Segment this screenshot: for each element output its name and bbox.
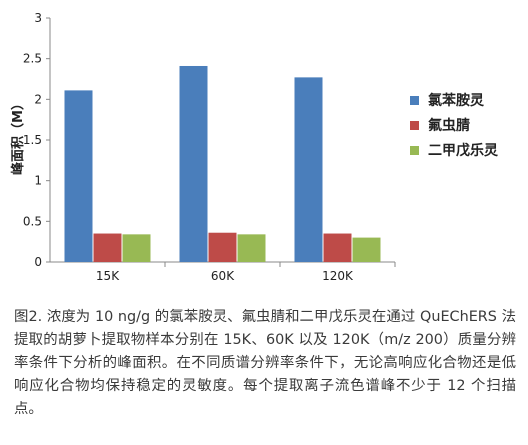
y-tick-label: 2.5	[23, 52, 42, 66]
x-tick-label: 15K	[96, 269, 120, 283]
bar	[352, 237, 381, 262]
figure-caption: 图2. 浓度为 10 ng/g 的氯苯胺灵、氟虫腈和二甲戊乐灵在通过 QuECh…	[14, 309, 516, 417]
bar	[122, 234, 151, 262]
bar	[179, 65, 208, 262]
bar	[294, 77, 323, 262]
y-tick-label: 0	[34, 255, 42, 269]
x-tick-label: 120K	[322, 269, 354, 283]
bar	[323, 233, 352, 262]
legend-label: 二甲戊乐灵	[428, 142, 499, 159]
legend-swatch	[410, 146, 419, 155]
bar	[64, 90, 93, 263]
y-tick-labels: 0 0.5 1 1.5 2 2.5 3	[23, 11, 50, 269]
bars	[64, 65, 381, 263]
chart-axes	[49, 18, 395, 263]
y-tick-label: 1	[34, 174, 42, 188]
y-tick-label: 3	[34, 11, 42, 25]
y-tick-label: 0.5	[23, 214, 42, 228]
legend-swatch	[410, 96, 419, 105]
legend-swatch	[410, 121, 419, 130]
x-tick-label: 60K	[211, 269, 235, 283]
bar	[237, 234, 266, 262]
y-tick-label: 2	[34, 92, 42, 106]
y-axis-label: 峰面积（M）	[10, 97, 26, 175]
legend-label: 氟虫腈	[428, 117, 470, 134]
bar	[208, 232, 237, 262]
legend-label: 氯苯胺灵	[428, 92, 485, 109]
y-tick-label: 1.5	[23, 133, 42, 147]
x-tick-labels: 15K 60K 120K	[96, 262, 396, 283]
bar	[93, 233, 122, 262]
